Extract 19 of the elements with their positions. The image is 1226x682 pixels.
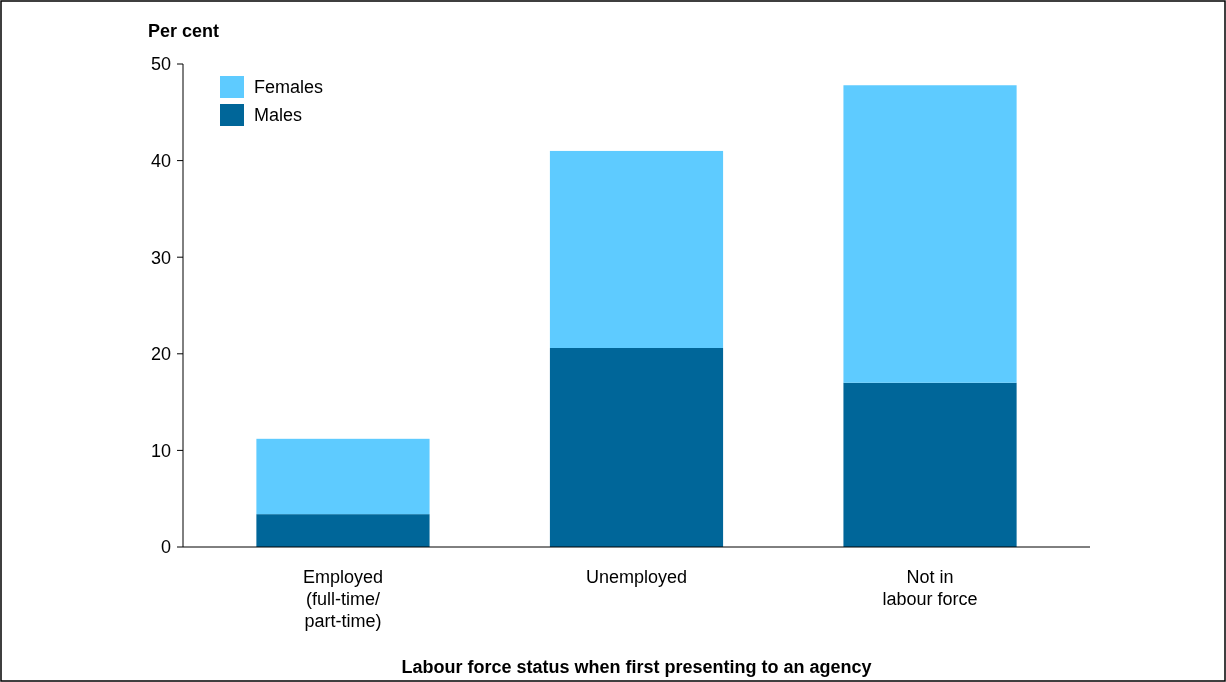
y-tick-label: 40 [150,150,171,171]
y-axis-title: Per cent [148,21,220,41]
x-tick-label: Not in labour force [882,567,978,609]
bar [549,150,724,348]
x-axis-title: Labour force status when first presenting to an agency [401,657,872,677]
bar [843,85,1017,383]
legend-label: Males [254,105,303,126]
bar [256,438,430,515]
x-tick-label: Unemployed [585,567,688,587]
y-tick-label: 0 [160,537,171,558]
x-tick-label: Employed (full-time/ part-time) [302,567,383,631]
bar [256,514,430,547]
bar [549,348,724,547]
y-tick-label: 10 [150,440,171,461]
y-tick-label: 50 [150,54,171,75]
y-tick-label: 20 [150,344,171,365]
y-tick-label: 30 [150,247,171,268]
legend-label: Females [254,77,324,98]
bar [843,382,1017,547]
